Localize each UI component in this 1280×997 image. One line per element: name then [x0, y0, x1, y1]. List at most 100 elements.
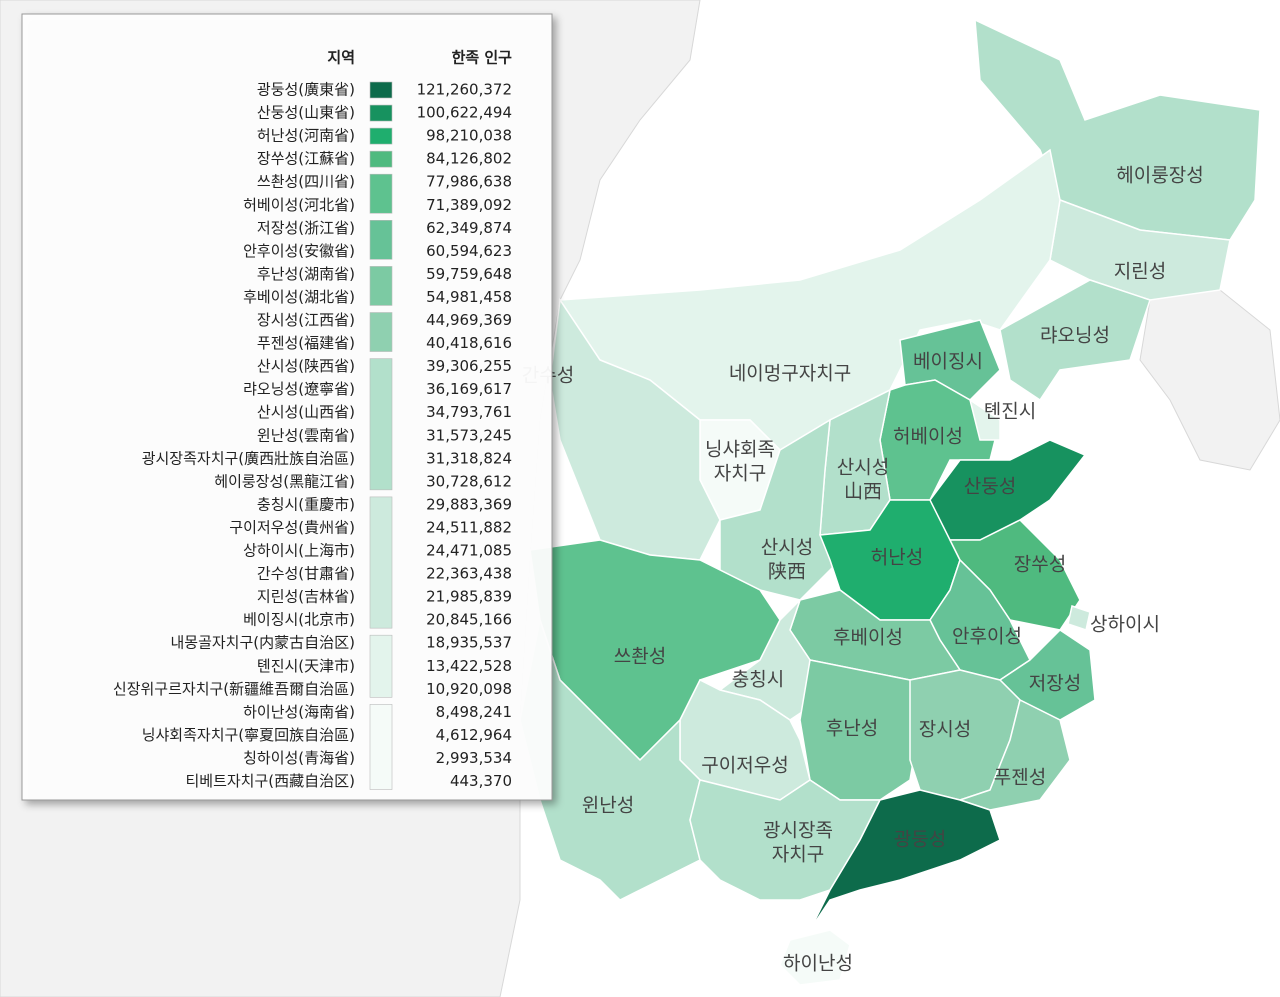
region	[968, 398, 1001, 441]
region-label: 상하이시	[1090, 614, 1160, 636]
legend-population: 62,349,874	[426, 219, 512, 237]
legend-region: 산시성(山西省)	[257, 403, 355, 421]
region-label: 광둥성	[894, 829, 946, 851]
legend-region: 내몽골자치구(内蒙古自治区)	[170, 634, 355, 652]
region	[549, 297, 721, 561]
legend-region: 장시성(江西省)	[257, 311, 355, 329]
region-label: 지린성	[1114, 261, 1166, 283]
region-label: 안후이성	[952, 626, 1022, 648]
legend-region: 광둥성(廣東省)	[257, 81, 355, 99]
legend-region: 헤이룽장성(黑龍江省)	[214, 472, 355, 490]
region-label: 자치구	[714, 463, 766, 485]
legend-region: 간수성(甘肅省)	[257, 565, 355, 583]
region-label: 허베이성	[893, 426, 963, 448]
legend-population: 29,883,369	[426, 495, 512, 513]
legend-region: 윈난성(雲南省)	[257, 426, 355, 444]
legend-swatch	[369, 496, 393, 629]
region-label: 베이징시	[913, 351, 983, 373]
region-label: 닝샤회족	[705, 439, 775, 461]
region-label: 윈난성	[582, 795, 634, 817]
region-label: 山西	[844, 481, 882, 503]
legend-swatch	[369, 173, 393, 214]
legend-region: 산시성(陕西省)	[257, 357, 355, 375]
legend-population: 59,759,648	[426, 265, 512, 283]
legend-region: 하이난성(海南省)	[243, 703, 355, 721]
legend-region: 장쑤성(江蘇省)	[257, 150, 355, 168]
legend-population: 100,622,494	[417, 104, 512, 122]
legend-region: 구이저우성(貴州省)	[229, 518, 355, 536]
legend-population: 98,210,038	[426, 127, 512, 145]
region-label: 장시성	[919, 719, 971, 741]
region-label: 네이멍구자치구	[729, 363, 851, 385]
legend-population: 31,318,824	[426, 449, 512, 467]
legend-population: 13,422,528	[426, 657, 512, 675]
legend-swatch	[369, 127, 393, 145]
legend-region: 닝샤회족자치구(寧夏回族自治區)	[142, 726, 355, 744]
region-label: 랴오닝성	[1040, 325, 1110, 347]
legend-region: 후난성(湖南省)	[257, 265, 355, 283]
legend-population: 40,418,616	[426, 334, 512, 352]
region-label: 쓰촨성	[614, 646, 666, 668]
legend-population: 36,169,617	[426, 380, 512, 398]
legend-population: 60,594,623	[426, 242, 512, 260]
region	[779, 929, 851, 986]
legend-population: 24,511,882	[426, 518, 512, 536]
korea-land	[1139, 289, 1280, 471]
legend-swatch	[369, 312, 393, 352]
legend-population: 18,935,537	[426, 634, 512, 652]
region-label: 후난성	[826, 718, 878, 740]
legend-region: 충칭시(重慶市)	[257, 495, 355, 513]
legend-population: 4,612,964	[436, 726, 512, 744]
region-label: 하이난성	[783, 953, 853, 975]
legend-region: 안후이성(安徽省)	[243, 242, 355, 260]
region-label: 헤이룽장성	[1116, 165, 1203, 187]
region	[974, 18, 1261, 241]
region	[999, 279, 1151, 402]
region-label: 푸젠성	[994, 767, 1046, 789]
region-label: 장쑤성	[1014, 554, 1066, 576]
legend-swatch	[369, 220, 393, 260]
region	[1067, 605, 1091, 631]
legend-region: 광시장족자치구(廣西壯族自治區)	[142, 449, 355, 467]
legend-header-population: 한족 인구	[452, 49, 513, 67]
legend-population: 20,845,166	[426, 611, 512, 629]
legend-swatch	[369, 634, 393, 698]
legend-region: 지린성(吉林省)	[257, 588, 355, 606]
region-label: 산시성	[761, 537, 813, 559]
legend-population: 84,126,802	[426, 150, 512, 168]
legend-population: 31,573,245	[426, 426, 512, 444]
legend-population: 22,363,438	[426, 565, 512, 583]
region-label: 자치구	[772, 844, 824, 866]
region	[1049, 198, 1231, 301]
legend-population: 30,728,612	[426, 472, 512, 490]
legend-header-region: 지역	[327, 49, 355, 67]
legend-region: 베이징시(北京市)	[243, 611, 355, 629]
legend-region: 허베이성(河北省)	[243, 196, 355, 214]
region-label: 구이저우성	[701, 755, 788, 777]
legend-population: 77,986,638	[426, 173, 512, 191]
legend-region: 후베이성(湖北省)	[243, 288, 355, 306]
region-label: 허난성	[871, 547, 923, 569]
region-label: 저장성	[1029, 673, 1081, 695]
legend-region: 칭하이성(青海省)	[243, 749, 355, 767]
region	[799, 659, 921, 801]
legend-region: 허난성(河南省)	[257, 127, 355, 145]
legend-box	[21, 13, 553, 801]
region-label: 陕西	[768, 561, 806, 583]
region-label: 산시성	[837, 457, 889, 479]
legend-population: 24,471,085	[426, 542, 512, 560]
legend-swatch	[369, 704, 393, 790]
legend-region: 푸젠성(福建省)	[257, 334, 355, 352]
legend-region: 티베트자치구(西藏自治区)	[185, 772, 355, 790]
legend-swatch	[369, 150, 393, 168]
legend-population: 34,793,761	[426, 403, 512, 421]
legend-region: 저장성(浙江省)	[257, 219, 355, 237]
region	[809, 789, 1001, 931]
legend-region: 상하이시(上海市)	[243, 542, 355, 560]
region-label: 충칭시	[732, 669, 784, 691]
legend-population: 8,498,241	[436, 703, 512, 721]
legend-population: 71,389,092	[426, 196, 512, 214]
legend-population: 443,370	[450, 772, 512, 790]
legend-swatch	[369, 104, 393, 122]
